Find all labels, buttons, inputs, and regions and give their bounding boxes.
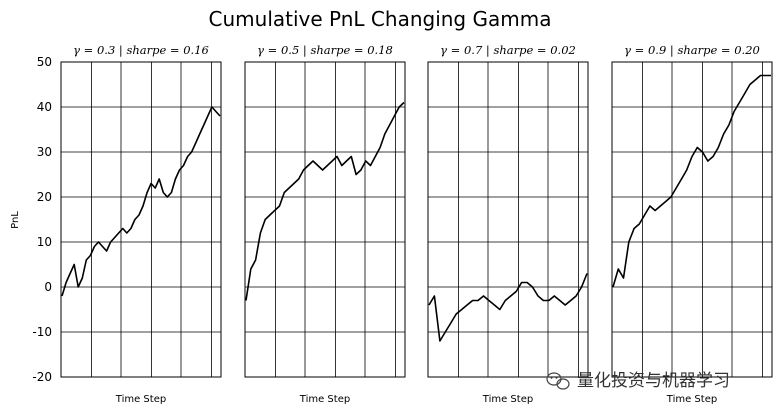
chart-panel-1: γ = 0.3 | sharpe = 0.16 Time Step: [60, 43, 222, 405]
pnl-series-line: [245, 101, 405, 301]
y-tick-label: 50: [37, 55, 52, 69]
y-axis-label: PnL: [10, 211, 21, 229]
y-tick-label: 20: [37, 190, 52, 204]
y-tick-label: 30: [37, 145, 52, 159]
panel-subtitle: γ = 0.9 | sharpe = 0.20: [624, 43, 760, 58]
plot-frame: [60, 61, 222, 378]
x-axis-label: Time Step: [666, 394, 717, 405]
x-axis-label: Time Step: [299, 394, 350, 405]
panel-subtitle: γ = 0.3 | sharpe = 0.16: [73, 43, 209, 58]
chart-panel-3: γ = 0.7 | sharpe = 0.02 Time Step: [427, 43, 589, 405]
panel-subtitle: γ = 0.7 | sharpe = 0.02: [440, 43, 576, 58]
y-tick-label: -10: [32, 325, 52, 339]
watermark-text: 量化投资与机器学习: [577, 371, 730, 391]
wechat-icon: [546, 372, 570, 390]
y-tick-label: 40: [37, 100, 52, 114]
x-axis-label: Time Step: [115, 394, 166, 405]
plot-frame: [244, 61, 406, 378]
pnl-series-line: [428, 273, 588, 342]
y-tick-label: -20: [32, 370, 52, 384]
watermark: 量化投资与机器学习: [546, 371, 730, 391]
chart-panel-4: γ = 0.9 | sharpe = 0.20 Time Step: [611, 43, 773, 405]
panel-subtitle: γ = 0.5 | sharpe = 0.18: [257, 43, 393, 58]
plot-frame: [611, 61, 773, 378]
x-axis-label: Time Step: [482, 394, 533, 405]
pnl-series-line: [612, 74, 771, 288]
y-tick-label: 10: [37, 235, 52, 249]
y-tick-label: 0: [44, 280, 52, 294]
pnl-series-line: [61, 106, 221, 297]
plot-frame: [427, 61, 589, 378]
chart-panel-2: γ = 0.5 | sharpe = 0.18 Time Step: [244, 43, 406, 405]
figure-title: Cumulative PnL Changing Gamma: [209, 7, 552, 31]
